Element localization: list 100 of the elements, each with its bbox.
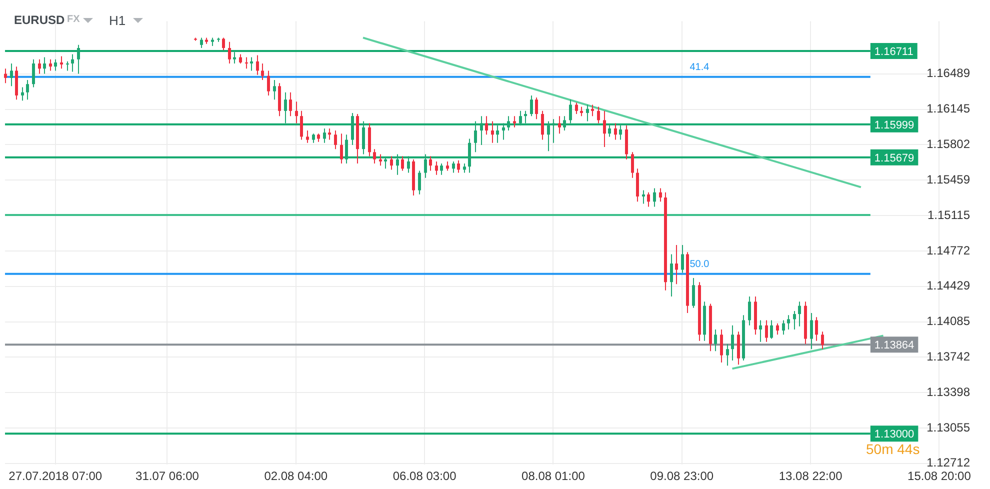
candlestick: [535, 97, 538, 120]
ref-line-label: 1.13864: [874, 340, 914, 352]
y-tick-label: 1.16489: [926, 66, 970, 80]
annotation: FX: [67, 14, 80, 25]
candlestick: [748, 296, 751, 326]
candlestick: [530, 94, 533, 117]
candlestick: [312, 133, 315, 144]
candlestick: [782, 320, 785, 336]
y-tick-label: 1.14772: [926, 243, 970, 258]
y-tick-label: 1.14429: [926, 278, 970, 293]
candlestick: [446, 160, 449, 172]
candlestick: [32, 58, 35, 88]
candlestick: [4, 68, 7, 84]
candlestick: [720, 329, 723, 364]
candlestick: [726, 343, 729, 366]
candlestick: [328, 128, 331, 140]
candlestick: [273, 79, 276, 100]
candlestick: [731, 324, 734, 361]
x-tick-label: 13.08 22:00: [778, 469, 843, 484]
candlestick: [810, 312, 813, 350]
chart-title: EURUSD: [14, 13, 65, 27]
x-tick-label: 27.07.2018 07:00: [8, 469, 102, 484]
annotation: 41.4: [690, 62, 710, 73]
candlestick: [681, 244, 684, 274]
candlestick: [670, 254, 673, 298]
candlestick: [228, 41, 231, 64]
candlestick: [586, 104, 589, 122]
candlestick: [256, 54, 259, 76]
candlestick: [306, 130, 309, 144]
ref-line-label: 1.16711: [874, 46, 914, 58]
candlestick: [261, 62, 264, 80]
y-tick-label: 1.13055: [926, 420, 970, 434]
candlestick: [245, 56, 248, 70]
x-tick-label: 09.08 23:00: [650, 469, 714, 484]
candlestick: [603, 110, 606, 148]
y-tick-label: 1.13742: [926, 349, 970, 364]
x-tick-label: 08.08 01:00: [522, 469, 586, 484]
candlestick: [340, 133, 343, 164]
annotation: 50.0: [690, 258, 710, 270]
candlestick: [267, 70, 270, 96]
x-tick-label: 15.08 20:00: [908, 469, 972, 484]
candlestick: [714, 329, 717, 352]
candlestick: [440, 163, 443, 176]
y-tick-label: 1.15115: [928, 208, 970, 222]
ref-line-label: 1.15999: [874, 119, 914, 132]
candlestick: [54, 58, 57, 72]
candlestick: [485, 116, 488, 136]
y-tick-label: 1.12712: [926, 456, 970, 470]
annotation: H1: [109, 13, 126, 28]
x-tick-label: 31.07 06:00: [136, 469, 200, 484]
candlestick: [798, 301, 801, 327]
candlestick: [463, 163, 466, 174]
candlestick: [580, 106, 583, 117]
candlestick: [692, 277, 695, 308]
candlestick: [60, 56, 63, 70]
candlestick: [250, 56, 253, 72]
candlestick: [491, 120, 494, 144]
candlestick: [401, 156, 404, 172]
candlestick: [373, 148, 376, 164]
candlestick: [429, 156, 432, 172]
candlestick: [821, 331, 824, 350]
candlestick: [597, 106, 600, 124]
candlestick: [379, 154, 382, 166]
candlestick: [541, 110, 544, 140]
candlestick: [10, 62, 13, 87]
x-tick-label: 06.08 03:00: [392, 469, 457, 484]
candlestick: [239, 54, 242, 64]
candlestick: [26, 79, 29, 100]
candlestick: [793, 310, 796, 330]
y-tick-label: 1.15459: [926, 172, 970, 186]
y-tick-label: 1.15802: [926, 137, 970, 152]
candlestick: [43, 56, 46, 74]
candlestick: [675, 244, 678, 285]
candlestick: [575, 102, 578, 115]
candlestick: [642, 190, 645, 204]
candlestick: [435, 160, 438, 176]
ref-line-label: 1.15679: [874, 152, 914, 164]
candlestick: [591, 104, 594, 117]
candlestick: [776, 322, 779, 336]
y-tick-label: 1.14085: [926, 314, 970, 328]
y-tick-label: 1.16145: [926, 102, 970, 116]
candlestick: [66, 60, 69, 72]
candlestick: [49, 58, 52, 72]
candlestick: [737, 331, 740, 366]
candlestick: [659, 188, 662, 202]
candlestick: [653, 188, 656, 208]
candlestick: [21, 86, 24, 102]
candlestick: [200, 37, 203, 49]
candlestick: [289, 92, 292, 117]
candlestick: [418, 170, 421, 195]
candlestick: [815, 316, 818, 342]
candlestick: [452, 160, 455, 174]
candlestick: [334, 130, 337, 150]
candlestick: [457, 160, 460, 174]
candlestick: [300, 110, 303, 140]
candlestick: [222, 37, 225, 51]
candlestick: [631, 152, 634, 178]
candlestick: [765, 320, 768, 342]
candlestick: [770, 320, 773, 340]
ref-line-label: 1.13000: [874, 428, 914, 441]
